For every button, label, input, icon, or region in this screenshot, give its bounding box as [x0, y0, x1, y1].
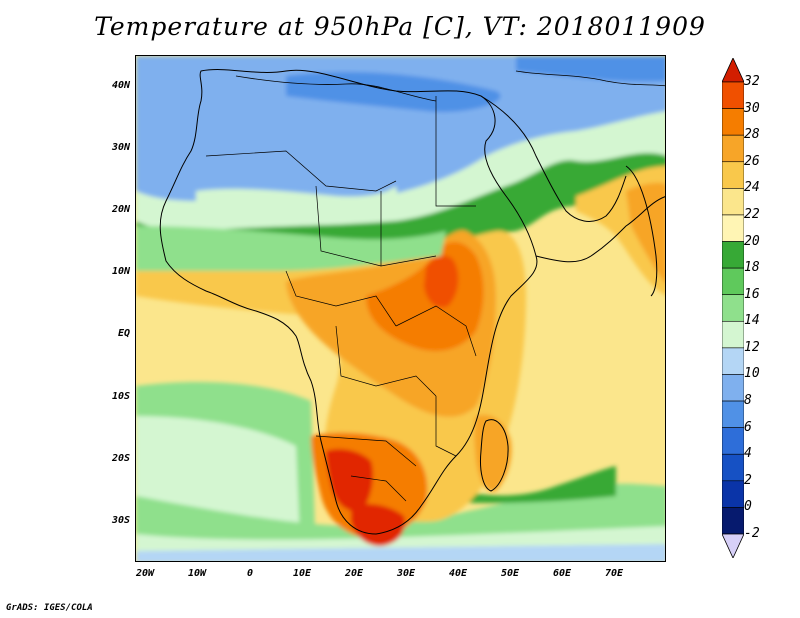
border-7 — [395, 305, 477, 357]
colorbar-segment — [722, 480, 744, 508]
colorbar-segment — [722, 320, 744, 349]
lat-label: 40N — [111, 80, 130, 91]
plot-title: Temperature at 950hPa [C], VT: 201801190… — [94, 12, 706, 41]
colorbar-segment — [722, 161, 744, 189]
colorbar-segment — [722, 347, 744, 375]
colorbar-top-arrow — [722, 58, 744, 83]
colorbar-tick-label: 0 — [744, 499, 752, 515]
border-8 — [315, 435, 417, 467]
colorbar-segment — [722, 453, 744, 482]
mediterranean-cold — [286, 71, 501, 112]
madagascar-warm — [474, 414, 512, 492]
colorbar-tick-label: 6 — [744, 419, 752, 435]
lon-label: 0 — [246, 568, 254, 579]
colorbar-tick-label: 26 — [744, 153, 760, 169]
temperature-map — [135, 55, 666, 562]
temperature-field — [136, 56, 665, 561]
colorbar-tick-label: 14 — [744, 313, 760, 329]
colorbar-segment — [722, 134, 744, 163]
lat-label: 10S — [111, 391, 130, 402]
credit-text: GrADS: IGES/COLA — [6, 603, 93, 613]
colorbar-tick-label: 32 — [744, 74, 760, 89]
black-sea-cold — [516, 56, 665, 82]
lat-label: 10N — [111, 266, 130, 277]
south-indian-green — [436, 466, 616, 504]
colorbar-tick-label: 18 — [744, 260, 760, 276]
lat-label: EQ — [117, 328, 130, 339]
colorbar-segment — [722, 294, 744, 322]
country-borders — [205, 96, 477, 502]
colorbar — [722, 58, 744, 558]
lon-label: 20W — [135, 568, 155, 579]
lon-label: 70E — [604, 568, 624, 579]
border-10 — [435, 396, 457, 457]
colorbar-bottom-arrow — [722, 533, 744, 558]
border-6 — [335, 325, 437, 397]
colorbar-segment — [722, 507, 744, 535]
border-9 — [350, 475, 407, 502]
lon-label: 50E — [500, 568, 520, 579]
india-coast — [625, 165, 658, 297]
colorbar-segment — [722, 267, 744, 296]
colorbar-segment — [722, 241, 744, 269]
kalahari-hottest — [326, 449, 373, 512]
colorbar-tick-label: 8 — [744, 393, 752, 409]
colorbar-tick-label: 24 — [744, 180, 760, 196]
south-africa-hottest — [351, 504, 405, 546]
arabia-coast — [535, 196, 665, 263]
mediterranean-coast — [235, 75, 437, 102]
ethiopia-hottest — [424, 255, 459, 308]
coastlines — [159, 69, 665, 535]
colorbar-tick-label: 10 — [744, 366, 760, 382]
colorbar-tick-label: 12 — [744, 339, 760, 355]
lon-label: 40E — [448, 568, 468, 579]
colorbar-tick-label: 2 — [744, 472, 752, 488]
colorbar-tick-label: 20 — [744, 233, 760, 249]
lon-label: 30E — [396, 568, 416, 579]
madagascar-outline — [480, 419, 509, 492]
border-2 — [315, 185, 437, 267]
lat-label: 30S — [111, 515, 130, 526]
lon-label: 20E — [344, 568, 364, 579]
north-blue-zone — [136, 56, 665, 203]
colorbar-tick-label: 4 — [744, 446, 752, 462]
border-5 — [285, 270, 397, 327]
africa-outline — [159, 69, 538, 535]
lon-label: 60E — [552, 568, 572, 579]
colorbar-tick-label: 22 — [744, 206, 760, 222]
lat-label: 20N — [111, 204, 130, 215]
southern-ocean-coldest — [136, 544, 665, 561]
red-sea-coast — [480, 95, 627, 222]
lat-label: 20S — [111, 453, 130, 464]
colorbar-segment — [722, 188, 744, 216]
colorbar-tick-label: -2 — [744, 526, 760, 541]
black-sea-coast — [515, 70, 665, 87]
colorbar-tick-label: 30 — [744, 100, 760, 116]
lat-label: 30N — [111, 142, 130, 153]
colorbar-segment — [722, 400, 744, 428]
colorbar-segment — [722, 81, 744, 109]
colorbar-segment — [722, 427, 744, 455]
sahara-pale — [196, 186, 401, 226]
lon-label: 10E — [292, 568, 312, 579]
colorbar-segment — [722, 108, 744, 136]
india-hot — [626, 182, 665, 284]
colorbar-segment — [722, 374, 744, 402]
colorbar-segment — [722, 214, 744, 242]
lon-label: 10W — [187, 568, 207, 579]
colorbar-tick-label: 16 — [744, 286, 760, 302]
border-1 — [205, 150, 397, 192]
border-4 — [435, 96, 476, 207]
colorbar-tick-label: 28 — [744, 127, 760, 143]
sahel-green — [136, 226, 446, 271]
